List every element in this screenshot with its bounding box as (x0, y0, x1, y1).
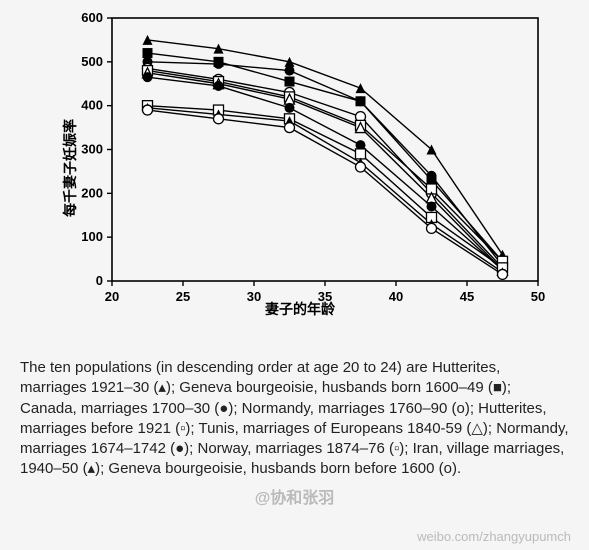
svg-text:0: 0 (96, 273, 103, 288)
svg-text:200: 200 (81, 185, 103, 200)
svg-text:100: 100 (81, 229, 103, 244)
caption-text: The ten populations (in descending order… (20, 358, 569, 480)
svg-text:30: 30 (247, 289, 261, 304)
fertility-chart: 每千妻子妊娠率 01002003004005006002025303540455… (50, 8, 550, 323)
x-axis-label: 妻子的年龄 (265, 299, 335, 319)
svg-text:50: 50 (531, 289, 545, 304)
svg-text:20: 20 (105, 289, 119, 304)
chart-svg: 010020030040050060020253035404550 (50, 8, 550, 323)
y-axis-label: 每千妻子妊娠率 (60, 119, 80, 217)
svg-text:40: 40 (389, 289, 403, 304)
watermark-corner: weibo.com/zhangyupumch (417, 529, 571, 544)
svg-text:600: 600 (81, 10, 103, 25)
page: 每千妻子妊娠率 01002003004005006002025303540455… (0, 0, 589, 550)
svg-text:300: 300 (81, 142, 103, 157)
svg-text:400: 400 (81, 98, 103, 113)
svg-text:45: 45 (460, 289, 474, 304)
svg-text:25: 25 (176, 289, 190, 304)
watermark-center: @协和张羽 (255, 484, 335, 508)
svg-text:500: 500 (81, 54, 103, 69)
